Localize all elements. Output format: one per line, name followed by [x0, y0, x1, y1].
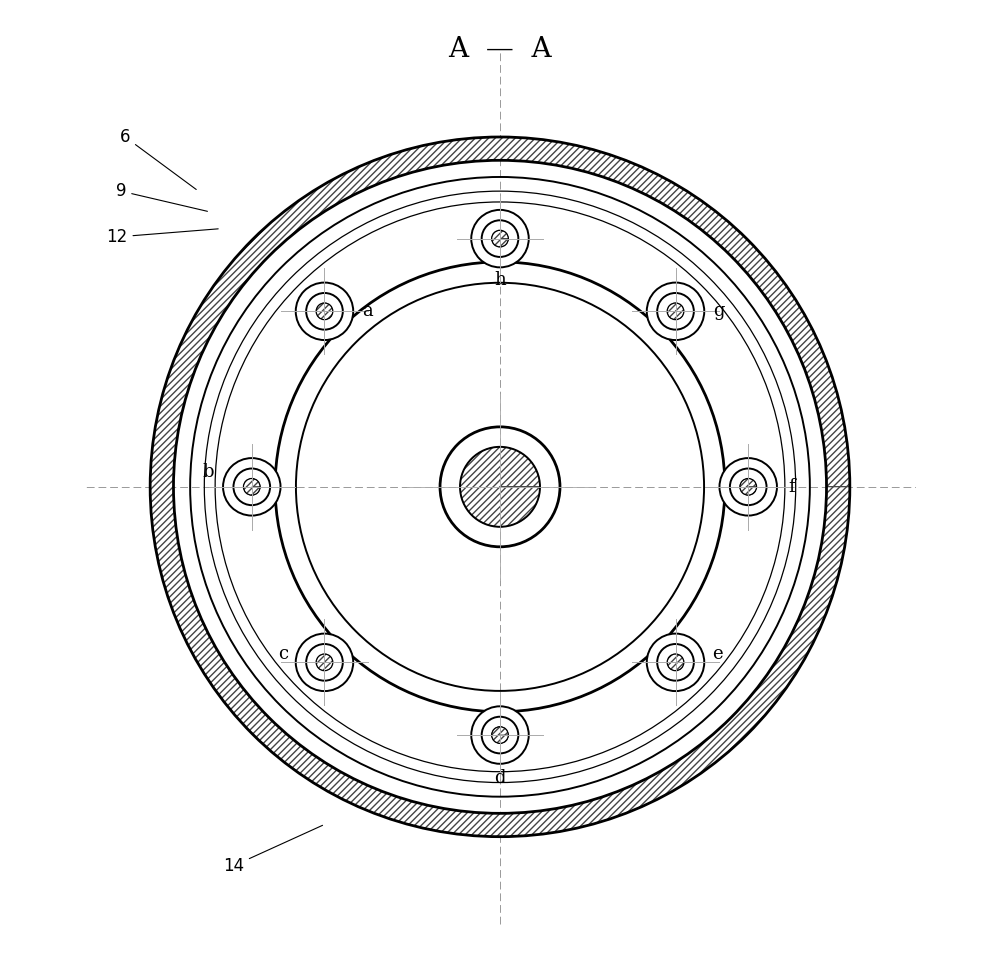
Polygon shape — [150, 137, 850, 836]
Polygon shape — [492, 231, 508, 247]
Circle shape — [482, 717, 518, 753]
Circle shape — [233, 469, 270, 505]
Circle shape — [657, 293, 694, 329]
Text: 9: 9 — [116, 182, 207, 211]
Text: 6: 6 — [120, 128, 196, 189]
Text: a: a — [362, 302, 373, 321]
Text: h: h — [494, 271, 506, 289]
Polygon shape — [460, 447, 540, 526]
Text: 12: 12 — [106, 228, 218, 246]
Text: A  —  A: A — A — [448, 36, 552, 63]
Polygon shape — [667, 654, 684, 671]
Circle shape — [719, 458, 777, 516]
Circle shape — [647, 282, 704, 340]
Polygon shape — [492, 726, 508, 744]
Circle shape — [482, 220, 518, 256]
Circle shape — [223, 458, 281, 516]
Circle shape — [306, 293, 343, 329]
Text: e: e — [712, 645, 722, 663]
Circle shape — [296, 634, 353, 691]
Circle shape — [306, 644, 343, 680]
Polygon shape — [740, 478, 757, 495]
Circle shape — [471, 210, 529, 267]
Circle shape — [730, 469, 767, 505]
Polygon shape — [316, 303, 333, 320]
Circle shape — [647, 634, 704, 691]
Text: b: b — [203, 463, 214, 480]
Polygon shape — [667, 303, 684, 320]
Text: c: c — [278, 645, 288, 663]
Polygon shape — [316, 654, 333, 671]
Text: d: d — [494, 769, 506, 788]
Circle shape — [471, 706, 529, 764]
Circle shape — [296, 282, 353, 340]
Text: 14: 14 — [223, 825, 323, 875]
Text: f: f — [788, 478, 795, 496]
Circle shape — [657, 644, 694, 680]
Polygon shape — [243, 478, 260, 495]
Text: g: g — [713, 302, 725, 321]
